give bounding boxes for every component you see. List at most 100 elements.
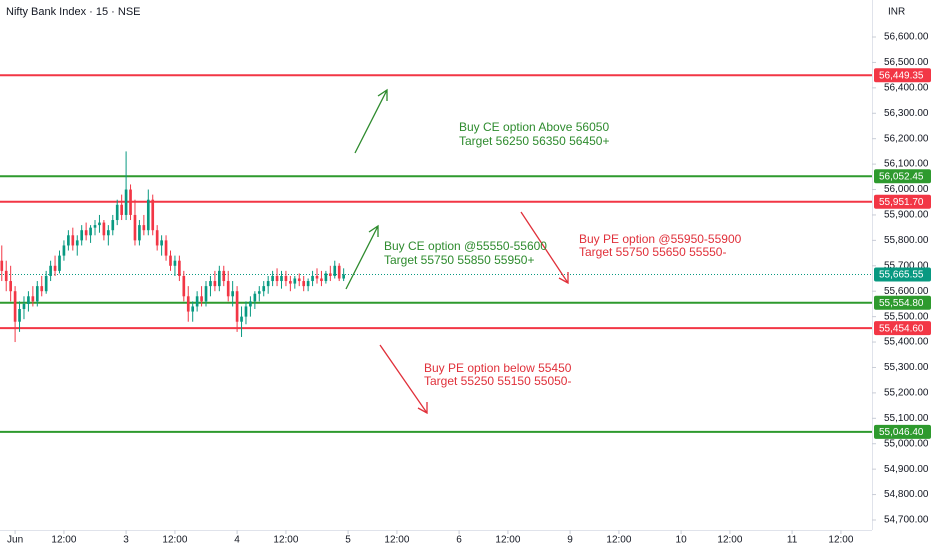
candle-body [9, 281, 12, 292]
candle-body [209, 281, 212, 287]
candle-body [120, 204, 123, 215]
candle-body [169, 255, 172, 266]
candle-body [129, 189, 132, 215]
annotation-line: Buy CE option @55550-55600 [384, 239, 547, 253]
price-label-box [874, 194, 931, 209]
candle-body [133, 214, 137, 241]
annotation-line: Buy PE option below 55450 [424, 361, 572, 375]
x-tick-label: 9 [567, 535, 573, 546]
y-tick-label: 55,100.00 [884, 413, 929, 424]
x-tick-label: 12:00 [51, 535, 76, 546]
candle-body [315, 275, 319, 279]
candle-body [262, 286, 266, 292]
candle-body [40, 286, 44, 292]
y-tick-label: 56,400.00 [884, 82, 929, 93]
candle-body [75, 240, 79, 246]
candle-body [89, 227, 92, 236]
annotation: Buy CE option Above 56050 Target 56250 5… [384, 120, 742, 388]
candle-body [84, 230, 88, 236]
y-tick-label: 55,800.00 [884, 235, 929, 246]
candle-body [271, 275, 274, 282]
candle-body [115, 204, 119, 221]
candle-body [218, 270, 221, 287]
y-tick-label: 55,200.00 [884, 388, 929, 399]
y-tick-label: 54,800.00 [884, 489, 929, 500]
candle-body [297, 278, 301, 282]
price-label-box [874, 295, 931, 310]
annotation-line: Target 55750 55850 55950+ [384, 253, 534, 267]
price-label-box [874, 68, 931, 83]
y-tick-label: 55,500.00 [884, 311, 929, 322]
price-label: 56,052.45 [879, 171, 924, 182]
y-tick-label: 56,000.00 [884, 184, 929, 195]
candle-body [18, 309, 21, 322]
y-tick-label: 55,700.00 [884, 260, 929, 271]
currency: INR [888, 7, 905, 18]
candle-body [93, 225, 97, 228]
candle-body [44, 275, 48, 292]
candle-body [311, 275, 314, 282]
y-tick-label: 55,600.00 [884, 286, 929, 297]
candle-body [186, 296, 190, 312]
candle-body [213, 281, 217, 287]
arrow-up [345, 224, 379, 290]
price-label-box [874, 424, 931, 439]
annotation-line: Target 56250 56350 56450+ [459, 134, 609, 148]
price-label: 55,454.60 [879, 323, 924, 334]
candle-body [151, 199, 155, 231]
candle-body [22, 303, 26, 310]
candle-body [284, 275, 288, 282]
annotation-line: Buy CE option Above 56050 [459, 120, 609, 134]
candle-body [0, 260, 4, 271]
x-tick-label: 12:00 [606, 535, 631, 546]
candle-body [67, 235, 70, 246]
arrows [345, 88, 569, 415]
candle-body [324, 273, 328, 282]
x-tick-label: 12:00 [162, 535, 187, 546]
candle-body [226, 281, 230, 297]
y-tick-label: 54,900.00 [884, 464, 929, 475]
annotation-line: Target 55750 55650 55550- [579, 245, 726, 259]
candle-body [182, 275, 186, 297]
y-tick-label: 56,600.00 [884, 32, 929, 43]
candle-body [178, 260, 181, 276]
candle-body [328, 273, 332, 276]
x-tick-label: 12:00 [717, 535, 742, 546]
candle-body [71, 235, 75, 246]
x-tick-label: 3 [123, 535, 129, 546]
candle-body [62, 245, 66, 256]
candle-body [142, 225, 146, 231]
y-tick-label: 56,200.00 [884, 133, 929, 144]
candle-body [266, 281, 270, 287]
candle-body [257, 291, 261, 294]
candle-body [204, 286, 208, 302]
candle-body [195, 296, 199, 307]
candle-body [306, 281, 310, 287]
price-label: 55,951.70 [879, 197, 924, 208]
candle-body [333, 265, 337, 276]
y-tick-label: 56,300.00 [884, 108, 929, 119]
candle-body [289, 281, 292, 284]
y-tick-label: 56,500.00 [884, 57, 929, 68]
candle-body [160, 240, 163, 246]
candle-body [58, 255, 61, 271]
x-tick-label: 11 [787, 535, 798, 546]
candle-body [249, 301, 252, 307]
y-tick-label: 55,000.00 [884, 438, 929, 449]
x-tick-label: 4 [234, 535, 240, 546]
candle-body [235, 291, 239, 322]
x-tick-label: 12:00 [495, 535, 520, 546]
candle-body [98, 222, 101, 226]
candle-body [240, 316, 243, 322]
price-label-box [874, 267, 931, 282]
candle-body [200, 296, 203, 302]
candle-body [342, 274, 345, 279]
candle-body [53, 265, 57, 271]
x-tick-label: 12:00 [273, 535, 298, 546]
candle-body [107, 230, 110, 236]
candle-body [49, 265, 52, 276]
y-tick-label: 56,100.00 [884, 159, 929, 170]
candle-body [173, 260, 177, 266]
